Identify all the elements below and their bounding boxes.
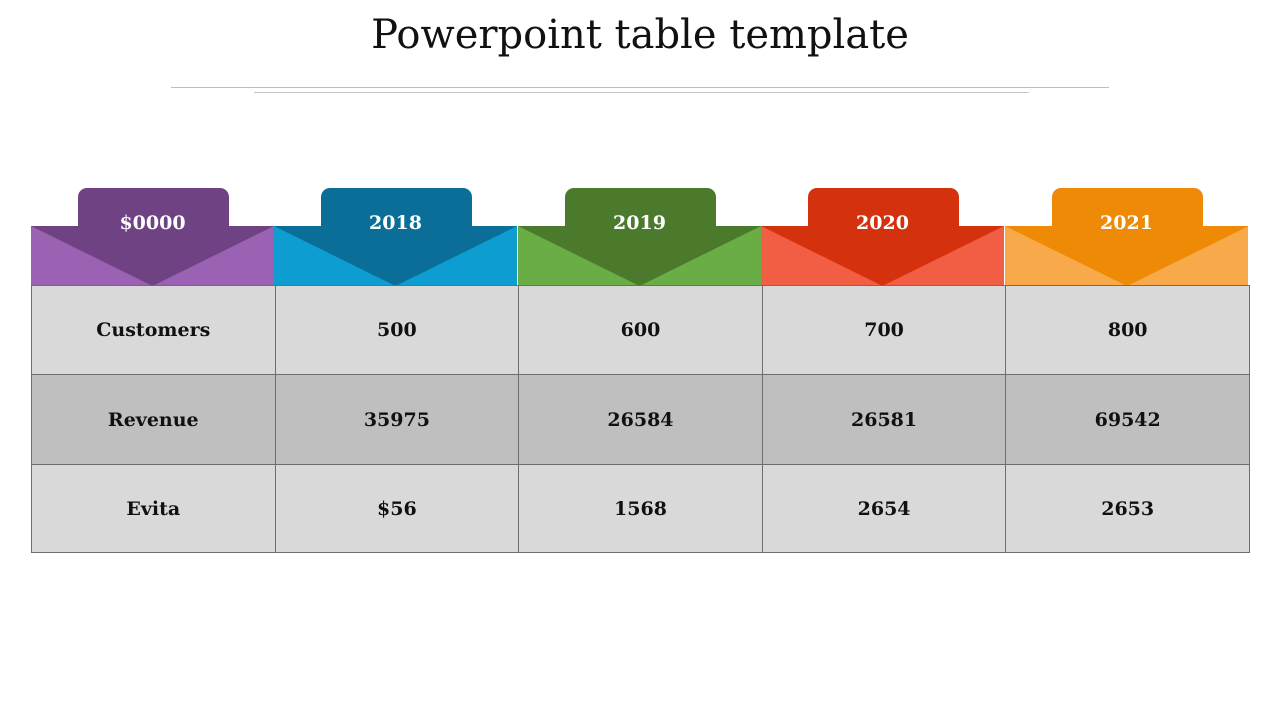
table-cell: 35975 — [275, 375, 519, 465]
data-table: Customers 500 600 700 800 Revenue 35975 … — [31, 285, 1250, 553]
header-label: 2018 — [274, 212, 517, 234]
table-row: Customers 500 600 700 800 — [32, 286, 1250, 375]
header-label: 2020 — [761, 212, 1004, 234]
header-column-1: $0000 — [31, 188, 274, 286]
header-label: $0000 — [31, 212, 274, 234]
table-cell: 500 — [275, 286, 519, 375]
table-cell: 1568 — [519, 465, 763, 553]
table-cell: 600 — [519, 286, 763, 375]
table-cell: 26581 — [762, 375, 1006, 465]
table-cell: 700 — [762, 286, 1006, 375]
header-column-3: 2019 — [518, 188, 761, 286]
header-chevron-band — [31, 226, 274, 286]
header-chevron-band — [274, 226, 517, 286]
header-chevron-band — [518, 226, 761, 286]
table-cell: 2653 — [1006, 465, 1250, 553]
table-row: Evita $56 1568 2654 2653 — [32, 465, 1250, 553]
table-cell: 69542 — [1006, 375, 1250, 465]
header-column-5: 2021 — [1005, 188, 1248, 286]
header-label: 2021 — [1005, 212, 1248, 234]
header-column-2: 2018 — [274, 188, 517, 286]
title-divider-top — [171, 87, 1109, 88]
header-column-4: 2020 — [761, 188, 1004, 286]
table-cell: 26584 — [519, 375, 763, 465]
header-chevron-band — [1005, 226, 1248, 286]
slide-title: Powerpoint table template — [0, 12, 1280, 58]
table-row: Revenue 35975 26584 26581 69542 — [32, 375, 1250, 465]
row-label-cell: Evita — [32, 465, 276, 553]
title-divider-bottom — [254, 92, 1029, 93]
header-label: 2019 — [518, 212, 761, 234]
table-cell: 2654 — [762, 465, 1006, 553]
header-chevron-band — [761, 226, 1004, 286]
table-cell: $56 — [275, 465, 519, 553]
table-cell: 800 — [1006, 286, 1250, 375]
row-label-cell: Revenue — [32, 375, 276, 465]
row-label-cell: Customers — [32, 286, 276, 375]
